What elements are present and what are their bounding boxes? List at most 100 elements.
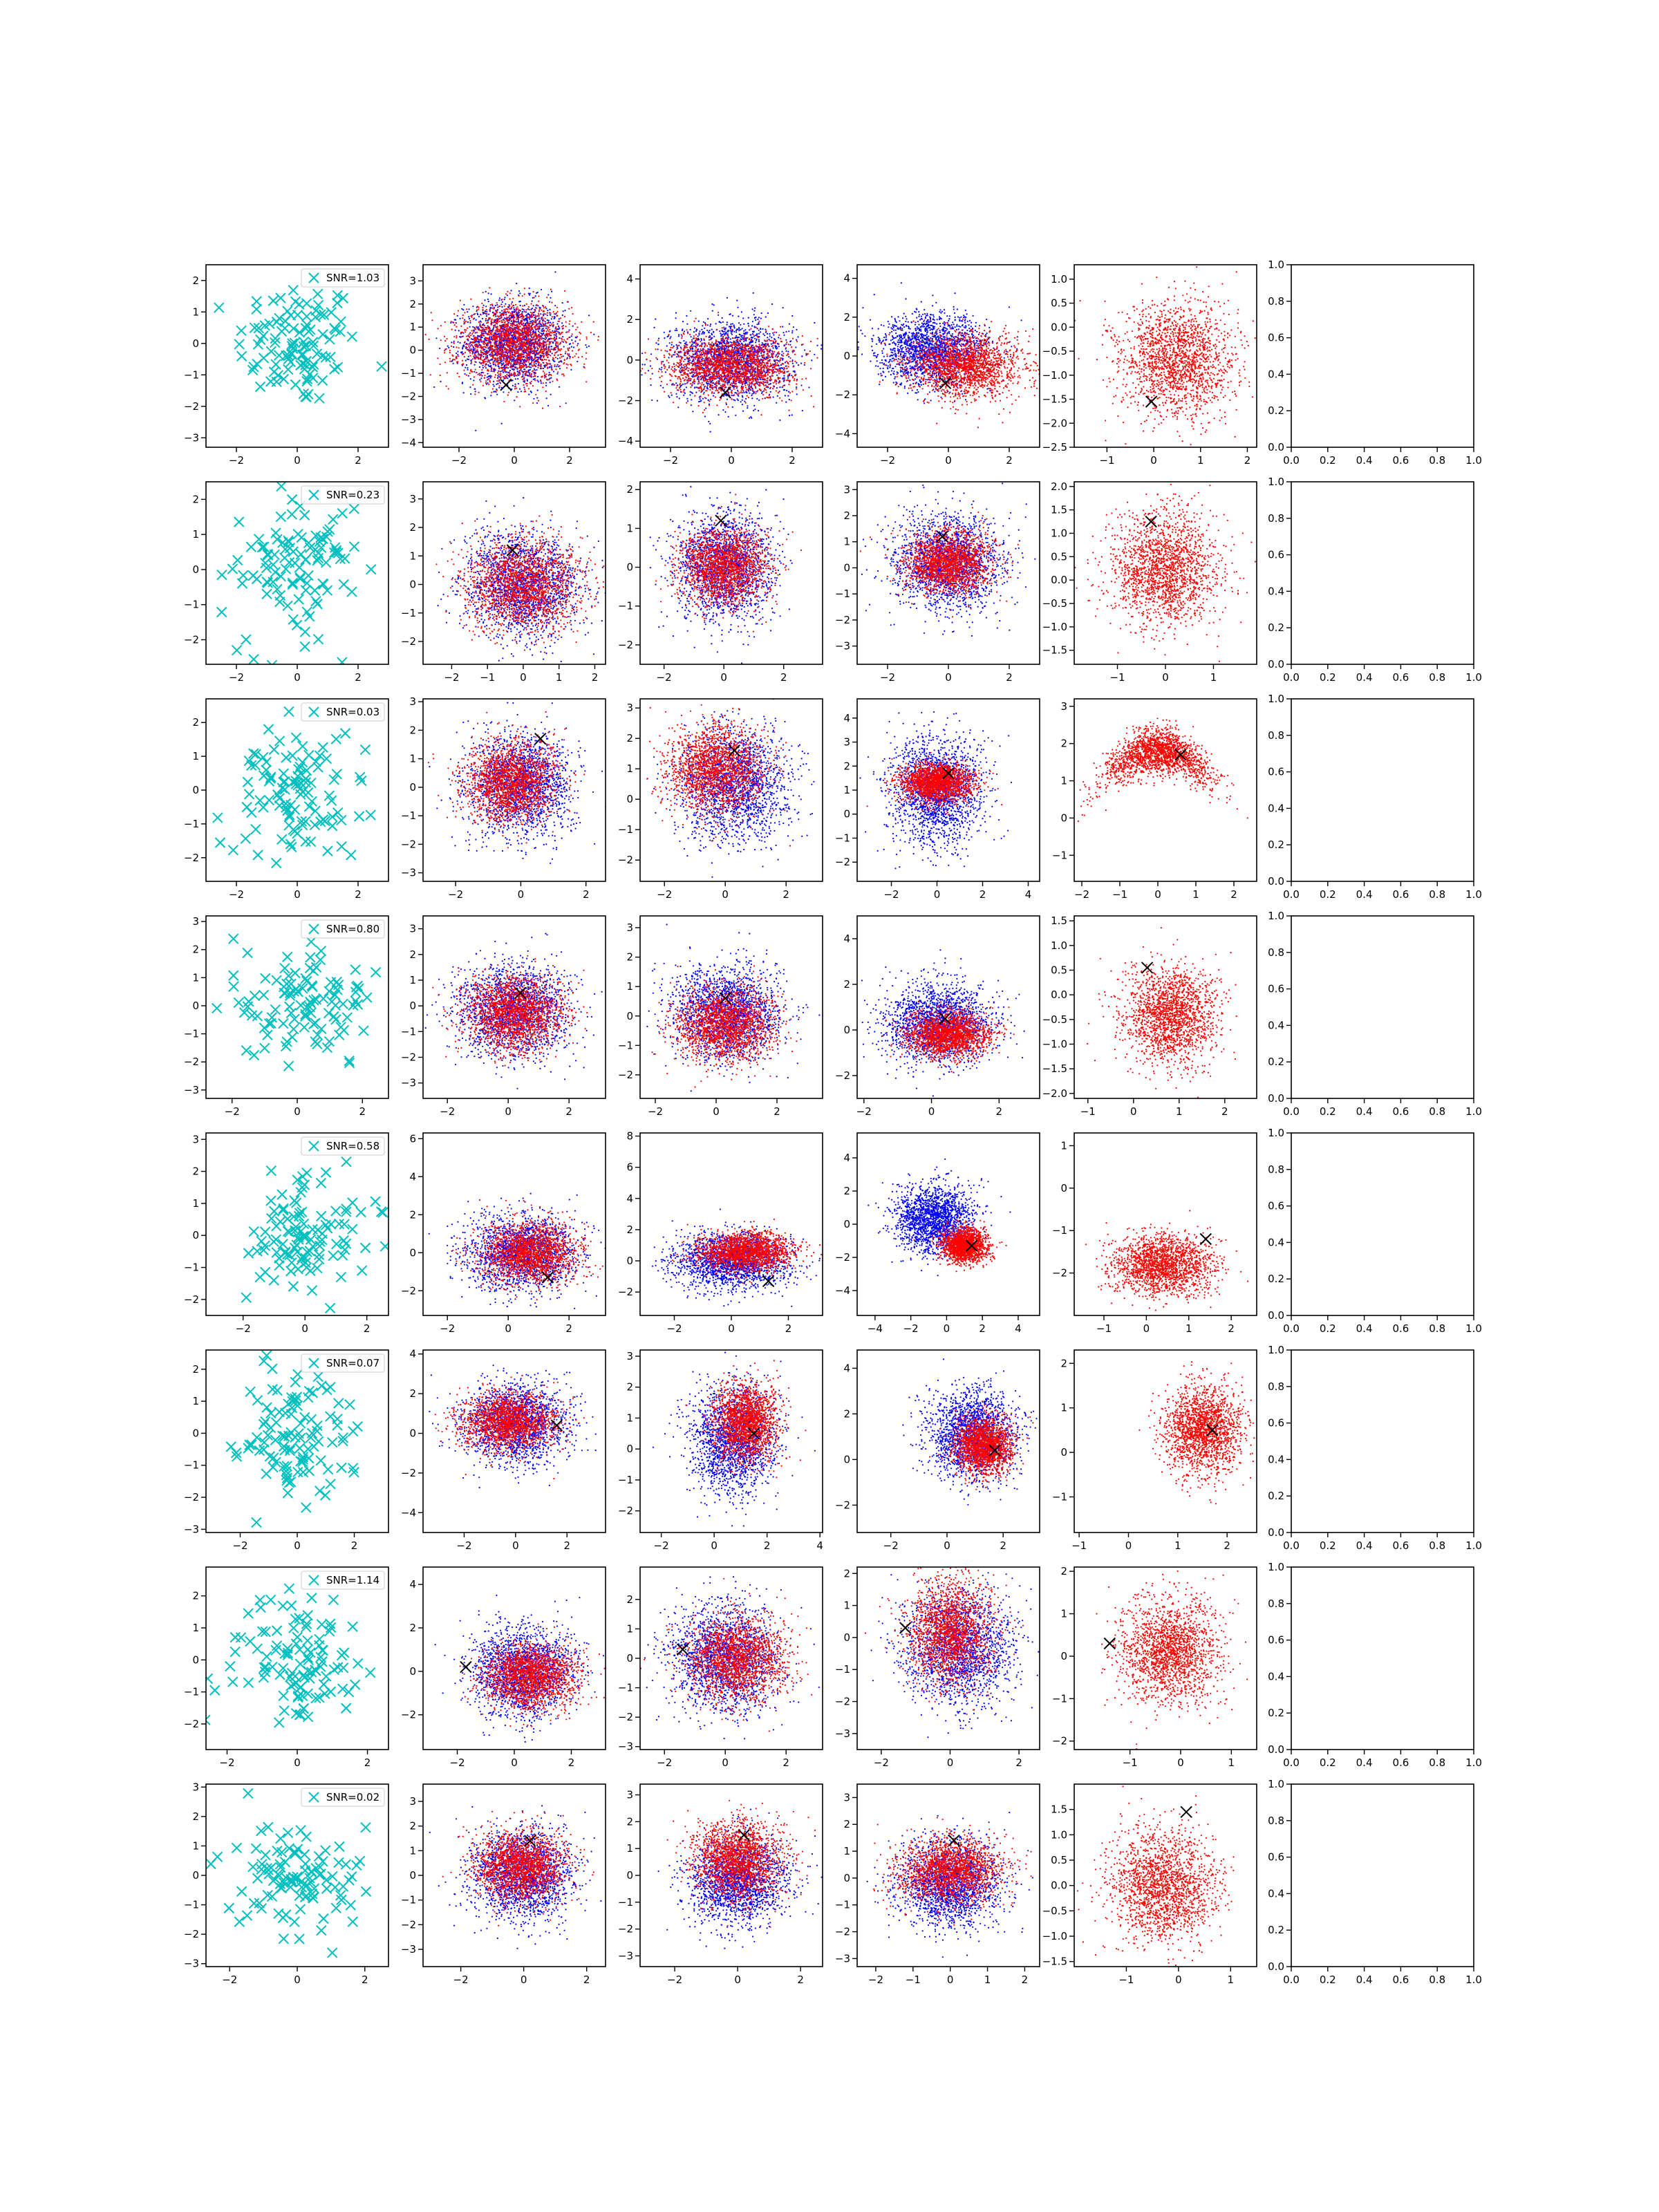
data-point — [535, 394, 536, 395]
data-point — [476, 326, 477, 328]
data-point — [542, 386, 543, 388]
data-point — [481, 375, 482, 377]
data-point — [511, 303, 512, 305]
data-point — [487, 370, 488, 371]
data-point — [540, 366, 541, 367]
data-point — [544, 345, 545, 346]
y-tick-label: 3 — [409, 274, 416, 287]
data-point — [547, 294, 549, 295]
data-point — [550, 394, 552, 395]
data-point — [491, 350, 493, 352]
data-point — [529, 323, 531, 324]
data-point — [559, 361, 561, 362]
data-point — [732, 406, 733, 408]
data-point — [735, 331, 737, 332]
data-point — [536, 323, 538, 324]
data-point — [527, 379, 528, 380]
data-point — [503, 368, 505, 370]
data-point — [498, 380, 499, 382]
data-point — [552, 316, 553, 317]
data-point — [457, 363, 458, 364]
data-point — [724, 330, 725, 332]
data-point — [677, 406, 679, 408]
data-point — [512, 326, 513, 327]
data-point — [569, 324, 570, 325]
data-point — [505, 326, 507, 327]
data-point — [531, 373, 532, 375]
data-point — [518, 340, 519, 341]
data-point — [540, 326, 541, 327]
data-point — [474, 335, 475, 337]
data-point — [497, 350, 498, 351]
data-point — [526, 315, 527, 317]
data-point — [559, 337, 560, 339]
data-point — [718, 321, 720, 323]
data-point — [518, 328, 519, 329]
data-point — [530, 349, 532, 350]
data-point — [502, 301, 503, 303]
data-point — [516, 396, 517, 397]
data-point — [512, 374, 514, 375]
data-point — [652, 373, 653, 375]
data-point — [725, 365, 727, 366]
data-point — [536, 338, 538, 339]
data-point — [529, 375, 531, 377]
data-point — [533, 315, 534, 316]
data-point — [536, 341, 537, 343]
data-point — [536, 333, 537, 335]
data-point — [501, 299, 503, 300]
data-point — [479, 354, 480, 355]
data-point — [508, 307, 509, 308]
data-point — [515, 335, 516, 337]
data-point — [559, 357, 561, 359]
sample-marker — [330, 364, 339, 374]
data-point — [566, 364, 568, 365]
data-point — [491, 337, 493, 339]
data-point — [641, 374, 642, 375]
data-point — [764, 335, 765, 336]
data-point — [499, 321, 500, 322]
data-point — [566, 358, 568, 359]
data-point — [730, 338, 731, 339]
data-point — [554, 318, 555, 319]
data-point — [484, 299, 485, 301]
data-point — [525, 391, 526, 392]
data-point — [547, 326, 548, 327]
data-point — [496, 319, 497, 320]
sample-marker — [268, 296, 278, 306]
data-point — [483, 324, 485, 326]
data-point — [484, 312, 485, 313]
sample-marker — [256, 382, 265, 391]
data-point — [471, 317, 472, 318]
data-point — [559, 318, 560, 319]
data-point — [430, 374, 431, 375]
data-point — [654, 327, 655, 328]
data-point — [529, 354, 530, 355]
data-point — [729, 341, 731, 343]
data-point — [482, 318, 483, 319]
data-point — [534, 310, 536, 312]
data-point — [500, 339, 501, 341]
data-point — [538, 313, 539, 315]
data-point — [544, 377, 545, 378]
data-point — [487, 320, 488, 321]
data-point — [709, 330, 710, 331]
data-point — [534, 321, 535, 323]
data-point — [531, 303, 532, 304]
data-point — [548, 375, 550, 376]
data-point — [482, 350, 484, 351]
data-point — [521, 320, 523, 321]
data-point — [469, 318, 470, 319]
data-point — [538, 295, 539, 297]
sample-marker — [301, 392, 310, 402]
data-point — [509, 315, 511, 316]
data-point — [498, 331, 499, 332]
data-point — [497, 383, 498, 384]
data-point — [481, 355, 482, 356]
data-point — [478, 306, 479, 308]
data-point — [453, 346, 454, 348]
data-point — [532, 358, 533, 359]
data-point — [502, 350, 503, 352]
data-point — [498, 371, 500, 372]
